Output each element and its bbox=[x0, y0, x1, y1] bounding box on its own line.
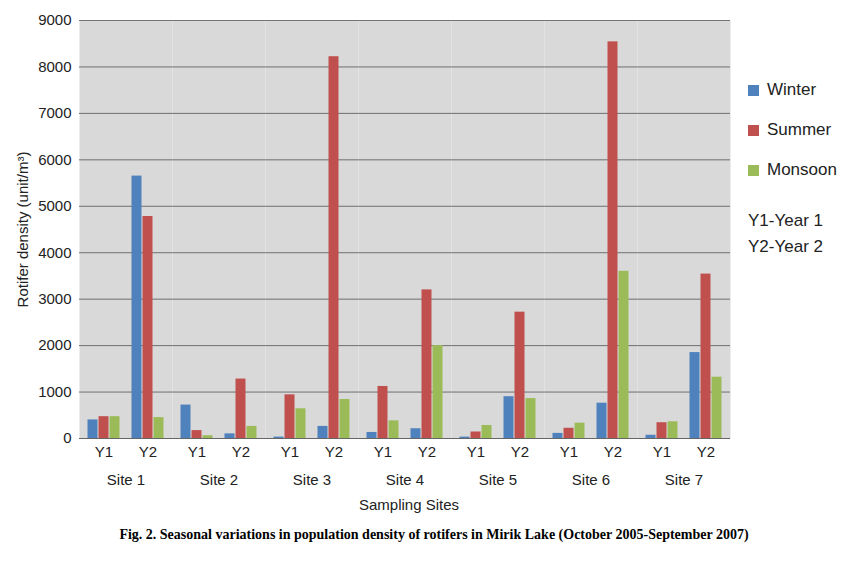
svg-text:Site 2: Site 2 bbox=[200, 471, 238, 488]
svg-text:Site 1: Site 1 bbox=[107, 471, 145, 488]
svg-text:8000: 8000 bbox=[38, 58, 71, 75]
svg-text:Site 5: Site 5 bbox=[479, 471, 517, 488]
svg-text:Y1: Y1 bbox=[188, 443, 206, 460]
html-text:Y2-Year 2: Y2-Year 2 bbox=[748, 237, 823, 256]
svg-text:Y2: Y2 bbox=[697, 443, 715, 460]
svg-text:Y2: Y2 bbox=[511, 443, 529, 460]
html-text:Summer: Summer bbox=[767, 120, 832, 139]
svg-text:Site 3: Site 3 bbox=[293, 471, 331, 488]
svg-text:Y1: Y1 bbox=[467, 443, 485, 460]
svg-text:Y2: Y2 bbox=[325, 443, 343, 460]
svg-text:Site 4: Site 4 bbox=[386, 471, 424, 488]
svg-text:Y1: Y1 bbox=[374, 443, 392, 460]
svg-text:Y1: Y1 bbox=[281, 443, 299, 460]
svg-text:Site 7: Site 7 bbox=[665, 471, 703, 488]
svg-text:Site 6: Site 6 bbox=[572, 471, 610, 488]
svg-text:1000: 1000 bbox=[38, 383, 71, 400]
svg-text:Y2: Y2 bbox=[139, 443, 157, 460]
html-text:Sampling Sites: Sampling Sites bbox=[359, 496, 459, 513]
svg-text:2000: 2000 bbox=[38, 336, 71, 353]
svg-text:4000: 4000 bbox=[38, 244, 71, 261]
html-text:Fig. 2. Seasonal variations in: Fig. 2. Seasonal variations in populatio… bbox=[119, 527, 749, 542]
svg-text:Y1: Y1 bbox=[560, 443, 578, 460]
html-text:Monsoon: Monsoon bbox=[767, 160, 837, 179]
svg-text:9000: 9000 bbox=[38, 11, 71, 28]
svg-text:0: 0 bbox=[63, 429, 71, 446]
svg-text:Y1: Y1 bbox=[653, 443, 671, 460]
html-text:Y1-Year 1: Y1-Year 1 bbox=[748, 211, 823, 230]
svg-text:Y1: Y1 bbox=[95, 443, 113, 460]
svg-text:7000: 7000 bbox=[38, 104, 71, 121]
svg-text:6000: 6000 bbox=[38, 151, 71, 168]
svg-text:5000: 5000 bbox=[38, 197, 71, 214]
svg-text:Rotifer density (unit/m³): Rotifer density (unit/m³) bbox=[14, 152, 31, 308]
svg-text:3000: 3000 bbox=[38, 290, 71, 307]
svg-text:Y2: Y2 bbox=[418, 443, 436, 460]
svg-text:Y2: Y2 bbox=[604, 443, 622, 460]
html-text:Winter: Winter bbox=[767, 80, 817, 99]
svg-text:Y2: Y2 bbox=[232, 443, 250, 460]
